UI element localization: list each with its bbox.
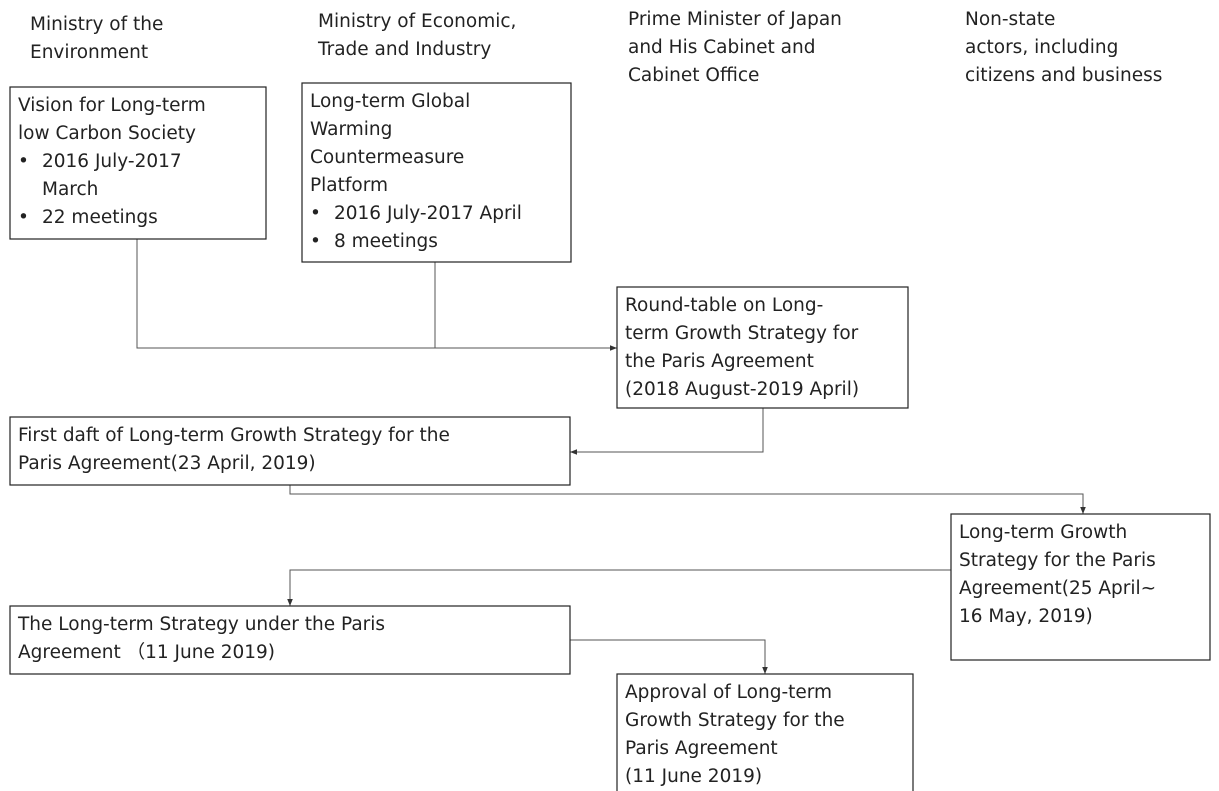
node-text: First daft of Long-term Growth Strategy … [18, 425, 450, 446]
connectors [136, 239, 1086, 674]
node-box [9, 605, 571, 675]
node-text: Long-term Growth [959, 522, 1127, 543]
node-text: (2018 August-2019 April) [625, 379, 859, 400]
bullet: • [310, 231, 321, 252]
node-text: term Growth Strategy for [625, 323, 859, 344]
column-header: and His Cabinet and [628, 37, 815, 58]
column-header: Ministry of the [30, 14, 163, 35]
bullet-text: 2016 July-2017 April [334, 203, 522, 224]
node-box [616, 673, 914, 791]
node-text: Agreement(25 April~ [959, 578, 1156, 599]
node-box [616, 286, 909, 409]
column-header: actors, including [965, 37, 1118, 58]
node-text: Strategy for the Paris [959, 550, 1156, 571]
column-header: Trade and Industry [317, 39, 491, 60]
node-text: Vision for Long-term [18, 95, 206, 116]
node-text: Growth Strategy for the [625, 710, 845, 731]
connector [570, 408, 764, 455]
node-box [301, 82, 572, 263]
node-box [9, 86, 267, 240]
node-text: Round-table on Long- [625, 295, 823, 316]
node-text: Paris Agreement(23 April, 2019) [18, 453, 316, 474]
node-text: Warming [310, 119, 392, 140]
node-text: Agreement （11 June 2019) [18, 642, 275, 663]
node-text: Platform [310, 175, 388, 196]
node-text: Approval of Long-term [625, 682, 832, 703]
connector [570, 639, 768, 674]
node-text: Countermeasure [310, 147, 464, 168]
column-header: Environment [30, 42, 148, 63]
bullet-text: March [42, 179, 98, 200]
bullet: • [18, 207, 29, 228]
column-header: Prime Minister of Japan [628, 9, 842, 30]
column-header: citizens and business [965, 65, 1162, 86]
node-text: Long-term Global [310, 91, 470, 112]
column-header: Ministry of Economic, [318, 11, 516, 32]
bullet-text: 2016 July-2017 [42, 151, 182, 172]
connector [287, 569, 951, 606]
node-box [950, 513, 1211, 661]
bullet: • [310, 203, 321, 224]
node-text: 16 May, 2019) [959, 606, 1093, 627]
bullet: • [18, 151, 29, 172]
bullet-text: 22 meetings [42, 207, 158, 228]
node-text: the Paris Agreement [625, 351, 814, 372]
node-text: low Carbon Society [18, 123, 196, 144]
column-header: Non-state [965, 9, 1055, 30]
node-box [9, 416, 571, 486]
connector [289, 485, 1086, 514]
node-text: Paris Agreement [625, 738, 778, 759]
column-header: Cabinet Office [628, 65, 759, 86]
connector [136, 239, 617, 351]
node-text: (11 June 2019) [625, 766, 762, 787]
node-text: The Long-term Strategy under the Paris [17, 614, 385, 635]
bullet-text: 8 meetings [334, 231, 438, 252]
